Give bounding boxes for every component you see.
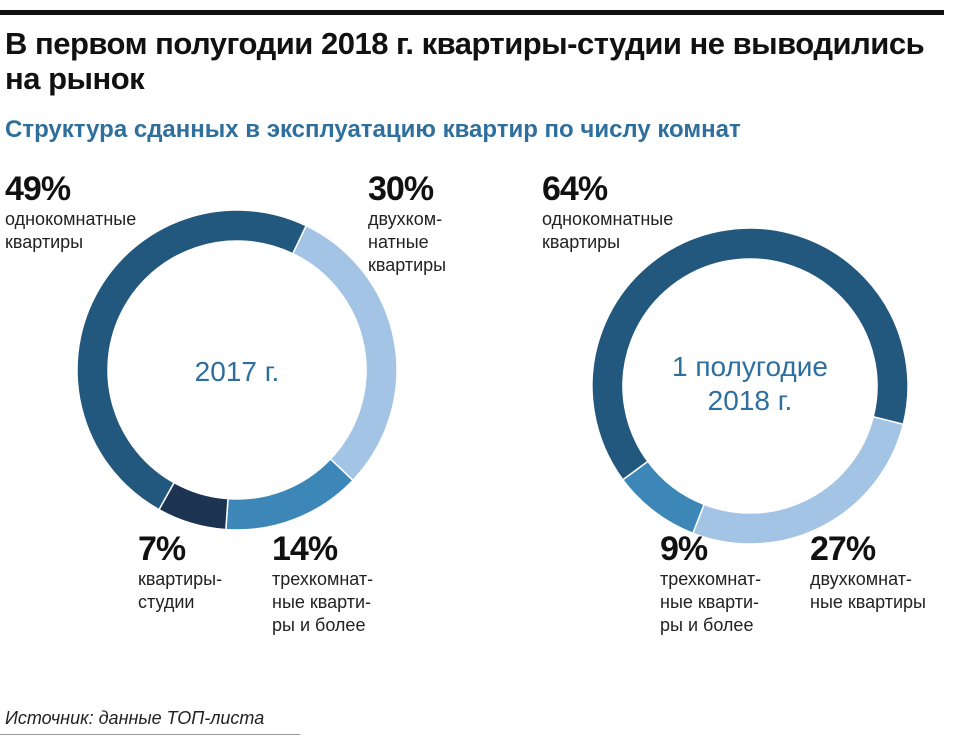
desc: трехкомнат- ные кварти- ры и более (660, 569, 762, 635)
desc: трехкомнат- ные кварти- ры и более (272, 569, 374, 635)
desc: двухкомнат- ные квартиры (810, 569, 926, 612)
desc: однокомнатные квартиры (5, 209, 137, 252)
pct: 9% (660, 530, 708, 568)
label-2017-one-room: 49% однокомнатные квартиры (5, 170, 136, 254)
top-rule (0, 10, 944, 15)
chart-title: В первом полугодии 2018 г. квартиры-студ… (5, 26, 925, 96)
pct: 49% (5, 170, 71, 208)
label-2017-two-room: 30% двухком- натные квартиры (368, 170, 446, 277)
pct: 14% (272, 530, 338, 568)
donut-2-slice-two (691, 415, 905, 545)
donut-1-slice-one (76, 209, 308, 511)
pct: 27% (810, 530, 876, 568)
donut-1-title: 2017 г. (194, 356, 280, 387)
donut-1-slice-three (225, 457, 354, 531)
donut-2-slice-one (591, 227, 909, 481)
source-rule (0, 734, 300, 735)
pct: 30% (368, 170, 434, 208)
label-2018-two-room: 27% двухкомнат- ные квартиры (810, 530, 926, 614)
desc: однокомнатные квартиры (542, 209, 674, 252)
desc: двухком- натные квартиры (368, 209, 447, 275)
donut-2-title: 1 полугодие 2018 г. (672, 351, 828, 416)
donut-2-slice-three (621, 460, 706, 535)
label-2018-three-room: 9% трехкомнат- ные кварти- ры и более (660, 530, 761, 637)
chart-subtitle: Структура сданных в эксплуатацию квартир… (5, 116, 741, 143)
label-2018-one-room: 64% однокомнатные квартиры (542, 170, 673, 254)
label-2017-three-room: 14% трехкомнат- ные кварти- ры и более (272, 530, 373, 637)
label-2017-studio: 7% квартиры- студии (138, 530, 222, 614)
pct: 64% (542, 170, 608, 208)
pct: 7% (138, 530, 186, 568)
source-note: Источник: данные ТОП-листа (5, 708, 265, 728)
desc: квартиры- студии (138, 569, 223, 612)
